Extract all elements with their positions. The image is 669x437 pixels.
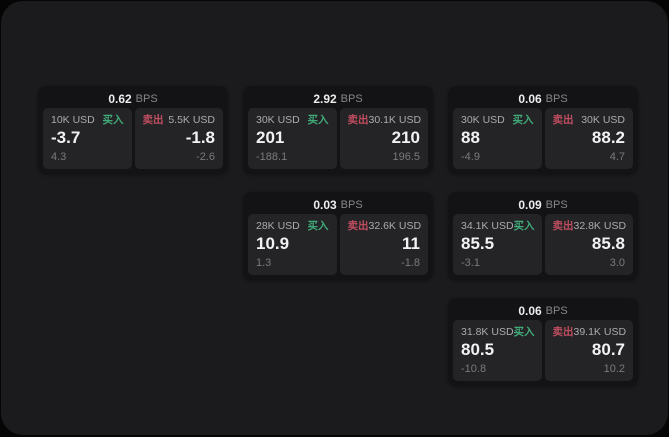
bps-header: 0.03 BPS (248, 196, 428, 214)
sell-side-label: 卖出 (347, 114, 369, 126)
bps-unit-label: BPS (545, 93, 568, 105)
sell-tile[interactable]: 卖出 5.5K USD -1.8 -2.6 (134, 108, 223, 169)
sell-change: 196.5 (392, 151, 420, 163)
buy-amount: 30K USD (461, 114, 505, 126)
buy-price: 10.9 (256, 234, 290, 253)
buy-side-label: 买入 (513, 326, 535, 338)
buy-amount: 30K USD (256, 114, 300, 126)
bps-unit-label: BPS (340, 199, 363, 211)
sell-price: 88.2 (591, 128, 625, 147)
sell-change: -2.6 (196, 151, 215, 163)
sell-side-label: 卖出 (552, 326, 574, 338)
buy-amount: 28K USD (256, 220, 300, 232)
buy-side-label: 买入 (512, 114, 534, 126)
buy-price: 80.5 (461, 340, 495, 359)
bps-header: 0.06 BPS (453, 302, 633, 320)
sell-amount: 32.6K USD (368, 220, 422, 232)
buy-side-label: 买入 (307, 220, 329, 232)
sell-price: 11 (402, 234, 420, 253)
sell-amount: 39.1K USD (573, 326, 627, 338)
buy-tile[interactable]: 30K USD 买入 201 -188.1 (248, 108, 337, 169)
buy-change: 4.3 (51, 151, 67, 163)
buy-price: -3.7 (51, 128, 81, 147)
bps-value: 0.06 (518, 92, 542, 106)
quote-card: 0.06 BPS 31.8K USD 买入 80.5 -10.8 卖出 39.1… (448, 298, 638, 386)
bps-header: 0.06 BPS (453, 90, 633, 108)
buy-amount: 31.8K USD (461, 326, 514, 338)
bps-value: 2.92 (313, 92, 337, 106)
sell-price: 85.8 (591, 234, 625, 253)
bps-header: 0.09 BPS (453, 196, 633, 214)
sell-price: 210 (391, 128, 420, 147)
bps-header: 0.62 BPS (43, 90, 223, 108)
bps-unit-label: BPS (545, 199, 568, 211)
buy-change: -3.1 (461, 257, 480, 269)
sell-change: 4.7 (609, 151, 625, 163)
quote-card: 0.06 BPS 30K USD 买入 88 -4.9 卖出 30K USD 8… (448, 86, 638, 174)
quote-card: 0.03 BPS 28K USD 买入 10.9 1.3 卖出 32.6K US… (243, 192, 433, 280)
bps-value: 0.09 (518, 198, 542, 212)
buy-side-label: 买入 (513, 220, 535, 232)
bps-unit-label: BPS (135, 93, 158, 105)
sell-tile[interactable]: 卖出 32.8K USD 85.8 3.0 (544, 214, 633, 275)
buy-price: 201 (256, 128, 285, 147)
buy-side-label: 买入 (102, 114, 124, 126)
quote-card: 0.09 BPS 34.1K USD 买入 85.5 -3.1 卖出 32.8K… (448, 192, 638, 280)
sell-change: 3.0 (609, 257, 625, 269)
sell-side-label: 卖出 (142, 114, 164, 126)
sell-side-label: 卖出 (552, 220, 574, 232)
buy-tile[interactable]: 34.1K USD 买入 85.5 -3.1 (453, 214, 542, 275)
bps-value: 0.03 (313, 198, 337, 212)
bps-value: 0.62 (108, 92, 132, 106)
buy-tile[interactable]: 30K USD 买入 88 -4.9 (453, 108, 542, 169)
bps-unit-label: BPS (340, 93, 363, 105)
sell-amount: 5.5K USD (168, 114, 215, 126)
sell-tile[interactable]: 卖出 30.1K USD 210 196.5 (339, 108, 428, 169)
buy-tile[interactable]: 31.8K USD 买入 80.5 -10.8 (453, 320, 542, 381)
buy-price: 85.5 (461, 234, 495, 253)
buy-amount: 34.1K USD (461, 220, 514, 232)
buy-tile[interactable]: 10K USD 买入 -3.7 4.3 (43, 108, 132, 169)
sell-amount: 30K USD (581, 114, 625, 126)
sell-amount: 30.1K USD (368, 114, 422, 126)
sell-tile[interactable]: 卖出 32.6K USD 11 -1.8 (339, 214, 428, 275)
sell-change: -1.8 (401, 257, 420, 269)
sell-change: 10.2 (603, 363, 625, 375)
buy-change: -188.1 (256, 151, 288, 163)
buy-change: 1.3 (256, 257, 272, 269)
bps-unit-label: BPS (545, 305, 568, 317)
sell-side-label: 卖出 (347, 220, 369, 232)
buy-tile[interactable]: 28K USD 买入 10.9 1.3 (248, 214, 337, 275)
buy-change: -4.9 (461, 151, 480, 163)
sell-side-label: 卖出 (552, 114, 574, 126)
quote-card: 2.92 BPS 30K USD 买入 201 -188.1 卖出 30.1K … (243, 86, 433, 174)
buy-amount: 10K USD (51, 114, 95, 126)
sell-tile[interactable]: 卖出 39.1K USD 80.7 10.2 (544, 320, 633, 381)
bps-header: 2.92 BPS (248, 90, 428, 108)
bps-value: 0.06 (518, 304, 542, 318)
sell-amount: 32.8K USD (573, 220, 627, 232)
sell-price: 80.7 (591, 340, 625, 359)
buy-change: -10.8 (461, 363, 487, 375)
buy-side-label: 买入 (307, 114, 329, 126)
buy-price: 88 (461, 128, 480, 147)
sell-price: -1.8 (185, 128, 215, 147)
sell-tile[interactable]: 卖出 30K USD 88.2 4.7 (544, 108, 633, 169)
quote-card: 0.62 BPS 10K USD 买入 -3.7 4.3 卖出 5.5K USD… (38, 86, 228, 174)
